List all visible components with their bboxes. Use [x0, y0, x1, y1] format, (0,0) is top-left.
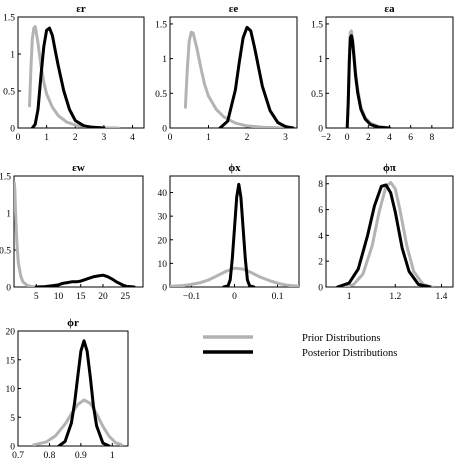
x-tick-label: 0.9 — [75, 451, 87, 461]
panel-title: ϕπ — [383, 162, 396, 174]
y-tick-label: 0.5 — [311, 90, 323, 100]
y-tick-label: 1.5 — [311, 20, 323, 30]
panel-title: ϕx — [228, 162, 241, 174]
x-tick-label: 0.7 — [12, 451, 24, 461]
posterior-density-line — [336, 183, 432, 287]
y-tick-label: 0 — [318, 125, 323, 135]
x-tick-label: 0 — [16, 133, 21, 143]
x-tick-label: 15 — [76, 292, 86, 302]
posterior-density-line — [345, 34, 391, 128]
y-tick-label: 1.5 — [155, 20, 167, 30]
plot-frame — [17, 16, 145, 129]
posterior-density-line — [218, 25, 295, 128]
y-tick-label: 0 — [162, 125, 167, 135]
y-tick-label: 1.5 — [0, 173, 11, 183]
x-tick-label: 1 — [44, 133, 49, 143]
y-tick-label: 40 — [158, 189, 168, 199]
panel-1: εr 0 1 2 3 4 0 0.5 1 1.5 — [3, 3, 145, 143]
x-tick-label: 1 — [110, 451, 115, 461]
y-tick-label: 1 — [318, 55, 323, 65]
prior-density-line — [14, 181, 38, 287]
x-tick-label: 3 — [283, 133, 288, 143]
prior-density-line — [183, 30, 287, 128]
y-tick-label: 4 — [318, 232, 323, 242]
y-tick-label: 1 — [6, 210, 11, 220]
y-tick-label: 30 — [158, 213, 168, 223]
prior-density-line — [343, 181, 434, 287]
y-tick-label: 6 — [318, 206, 323, 216]
panel-title: εw — [72, 162, 85, 174]
panel-2: εe 0 1 2 3 0 0.5 1 1.5 — [155, 3, 298, 143]
prior-density-line — [28, 25, 120, 128]
x-tick-label: 1 — [206, 133, 211, 143]
legend-prior-label: Prior Distributions — [302, 333, 380, 344]
x-tick-label: 2 — [245, 133, 250, 143]
x-tick-label: −2 — [321, 133, 331, 143]
posterior-density-line — [30, 26, 106, 128]
plot-frame — [325, 16, 454, 129]
x-tick-label: 8 — [429, 133, 434, 143]
y-tick-label: 8 — [318, 180, 323, 190]
plot-frame — [169, 16, 298, 129]
y-tick-label: 20 — [158, 236, 168, 246]
y-tick-label: 10 — [158, 260, 168, 270]
x-tick-label: 2 — [73, 133, 78, 143]
x-tick-label: 0 — [168, 133, 173, 143]
panel-5: ϕx −0.1 0 0.1 0 10 20 30 40 — [158, 162, 300, 302]
posterior-density-line — [222, 182, 256, 287]
legend: Prior Distributions Posterior Distributi… — [203, 333, 397, 359]
y-tick-label: 2 — [318, 258, 323, 268]
plot-frame — [17, 330, 129, 447]
y-tick-label: 0 — [162, 284, 167, 294]
y-tick-label: 0.5 — [155, 90, 167, 100]
posterior-density-line — [57, 339, 111, 446]
x-tick-label: 2 — [366, 133, 371, 143]
plot-frame — [13, 175, 144, 288]
x-tick-label: 1 — [347, 292, 352, 302]
y-tick-label: 1 — [162, 55, 167, 65]
x-tick-label: 20 — [98, 292, 108, 302]
legend-posterior-label: Posterior Distributions — [302, 348, 397, 359]
y-tick-label: 0.5 — [3, 88, 15, 98]
x-tick-label: 10 — [54, 292, 64, 302]
y-tick-label: 1 — [10, 51, 15, 61]
x-tick-label: 1.4 — [436, 292, 448, 302]
y-tick-label: 10 — [6, 385, 16, 395]
x-tick-label: 5 — [34, 292, 39, 302]
panel-3: εa−2 0 2 4 6 800.511.5 — [311, 3, 454, 143]
x-tick-label: 0 — [345, 133, 350, 143]
panel-title: ϕr — [67, 317, 79, 329]
y-tick-label: 0 — [6, 284, 11, 294]
posterior-density-line — [34, 273, 136, 287]
prior-density-line — [170, 266, 299, 287]
prior-density-line — [32, 398, 124, 446]
y-tick-label: 0.5 — [0, 247, 11, 257]
y-tick-label: 20 — [6, 328, 16, 338]
plot-frame — [325, 175, 454, 288]
x-tick-label: 6 — [408, 133, 413, 143]
x-tick-label: 0.1 — [272, 292, 284, 302]
x-tick-label: 4 — [130, 133, 135, 143]
panel-4: εw 5 10 15 20 25 0 0.5 1 1.5 — [0, 162, 144, 302]
y-tick-label: 0 — [10, 125, 15, 135]
panel-title: εa — [384, 3, 395, 15]
x-tick-label: 3 — [102, 133, 107, 143]
y-tick-label: 1.5 — [3, 14, 15, 24]
x-tick-label: 1.2 — [389, 292, 401, 302]
panel-6: ϕπ 1 1.2 1.4 0 2 4 6 8 — [318, 162, 454, 302]
x-tick-label: 4 — [387, 133, 392, 143]
x-tick-label: 25 — [120, 292, 130, 302]
y-tick-label: 5 — [10, 414, 15, 424]
y-tick-label: 15 — [6, 356, 16, 366]
x-tick-label: 0.8 — [43, 451, 55, 461]
x-tick-label: 0 — [232, 292, 237, 302]
y-tick-label: 0 — [10, 443, 15, 453]
x-tick-label: −0.1 — [183, 292, 200, 302]
panel-title: εr — [76, 3, 86, 15]
y-tick-label: 0 — [318, 284, 323, 294]
panel-title: εe — [229, 3, 239, 15]
